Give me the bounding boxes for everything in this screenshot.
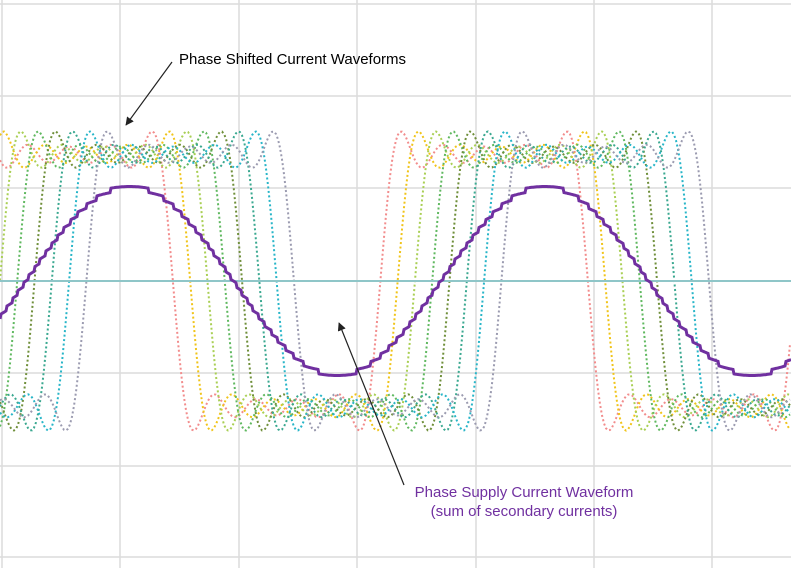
phase-supply-label: Phase Supply Current Waveform (sum of se… bbox=[404, 483, 644, 521]
phase-waveform-6 bbox=[0, 130, 791, 432]
supply-current-waveform bbox=[0, 185, 791, 377]
phase-waveform-2 bbox=[0, 130, 791, 432]
phase-supply-label-line1: Phase Supply Current Waveform bbox=[414, 484, 634, 501]
shifted-waveforms-arrow bbox=[125, 61, 173, 126]
phase-shifted-label: Phase Shifted Current Waveforms bbox=[179, 51, 407, 68]
phase-waveform-1 bbox=[0, 130, 791, 432]
phase-waveform-8 bbox=[0, 130, 791, 432]
phase-shifted-waveforms bbox=[0, 130, 791, 432]
phase-supply-label-line2: (sum of secondary currents) bbox=[430, 503, 618, 520]
supply-waveform-arrow bbox=[337, 322, 405, 486]
phase-waveform-5 bbox=[0, 130, 791, 432]
